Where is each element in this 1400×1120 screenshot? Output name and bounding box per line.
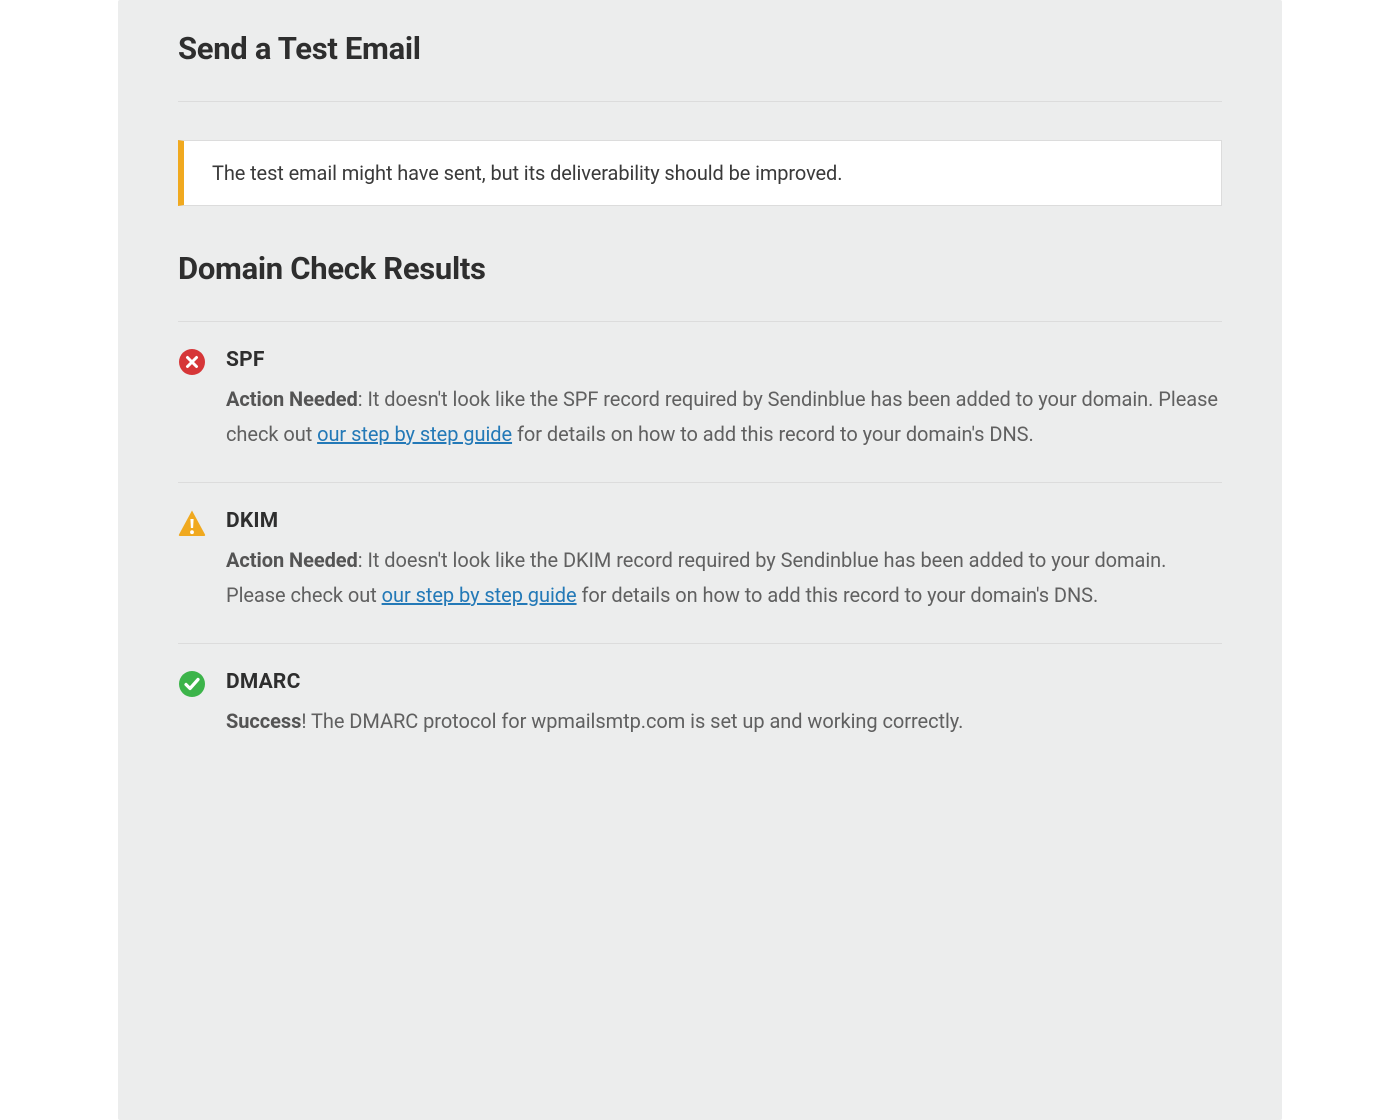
check-item-dmarc: DMARC Success! The DMARC protocol for wp… <box>178 643 1222 769</box>
check-title-dmarc: DMARC <box>226 670 1222 694</box>
desc-text-after: for details on how to add this record to… <box>577 583 1099 607</box>
error-icon <box>178 348 206 376</box>
check-desc-dmarc: Success! The DMARC protocol for wpmailsm… <box>226 704 1222 739</box>
check-item-dkim: DKIM Action Needed: It doesn't look like… <box>178 482 1222 643</box>
page-title-domain-check: Domain Check Results <box>178 250 1222 287</box>
settings-panel: Send a Test Email The test email might h… <box>118 0 1282 1120</box>
check-item-spf: SPF Action Needed: It doesn't look like … <box>178 321 1222 482</box>
guide-link[interactable]: our step by step guide <box>382 583 577 607</box>
desc-text-after: for details on how to add this record to… <box>512 422 1034 446</box>
check-title-dkim: DKIM <box>226 509 1222 533</box>
success-label: Success <box>226 709 301 733</box>
check-title-spf: SPF <box>226 348 1222 372</box>
warning-icon <box>178 509 206 537</box>
success-icon <box>178 670 206 698</box>
divider <box>178 101 1222 102</box>
action-label: Action Needed <box>226 548 358 572</box>
desc-text: ! The DMARC protocol for wpmailsmtp.com … <box>301 709 963 733</box>
deliverability-notice: The test email might have sent, but its … <box>178 140 1222 206</box>
notice-text: The test email might have sent, but its … <box>212 161 842 185</box>
check-desc-dkim: Action Needed: It doesn't look like the … <box>226 543 1222 613</box>
action-label: Action Needed <box>226 387 358 411</box>
page-title-send-test: Send a Test Email <box>178 30 1222 67</box>
guide-link[interactable]: our step by step guide <box>317 422 512 446</box>
check-desc-spf: Action Needed: It doesn't look like the … <box>226 382 1222 452</box>
